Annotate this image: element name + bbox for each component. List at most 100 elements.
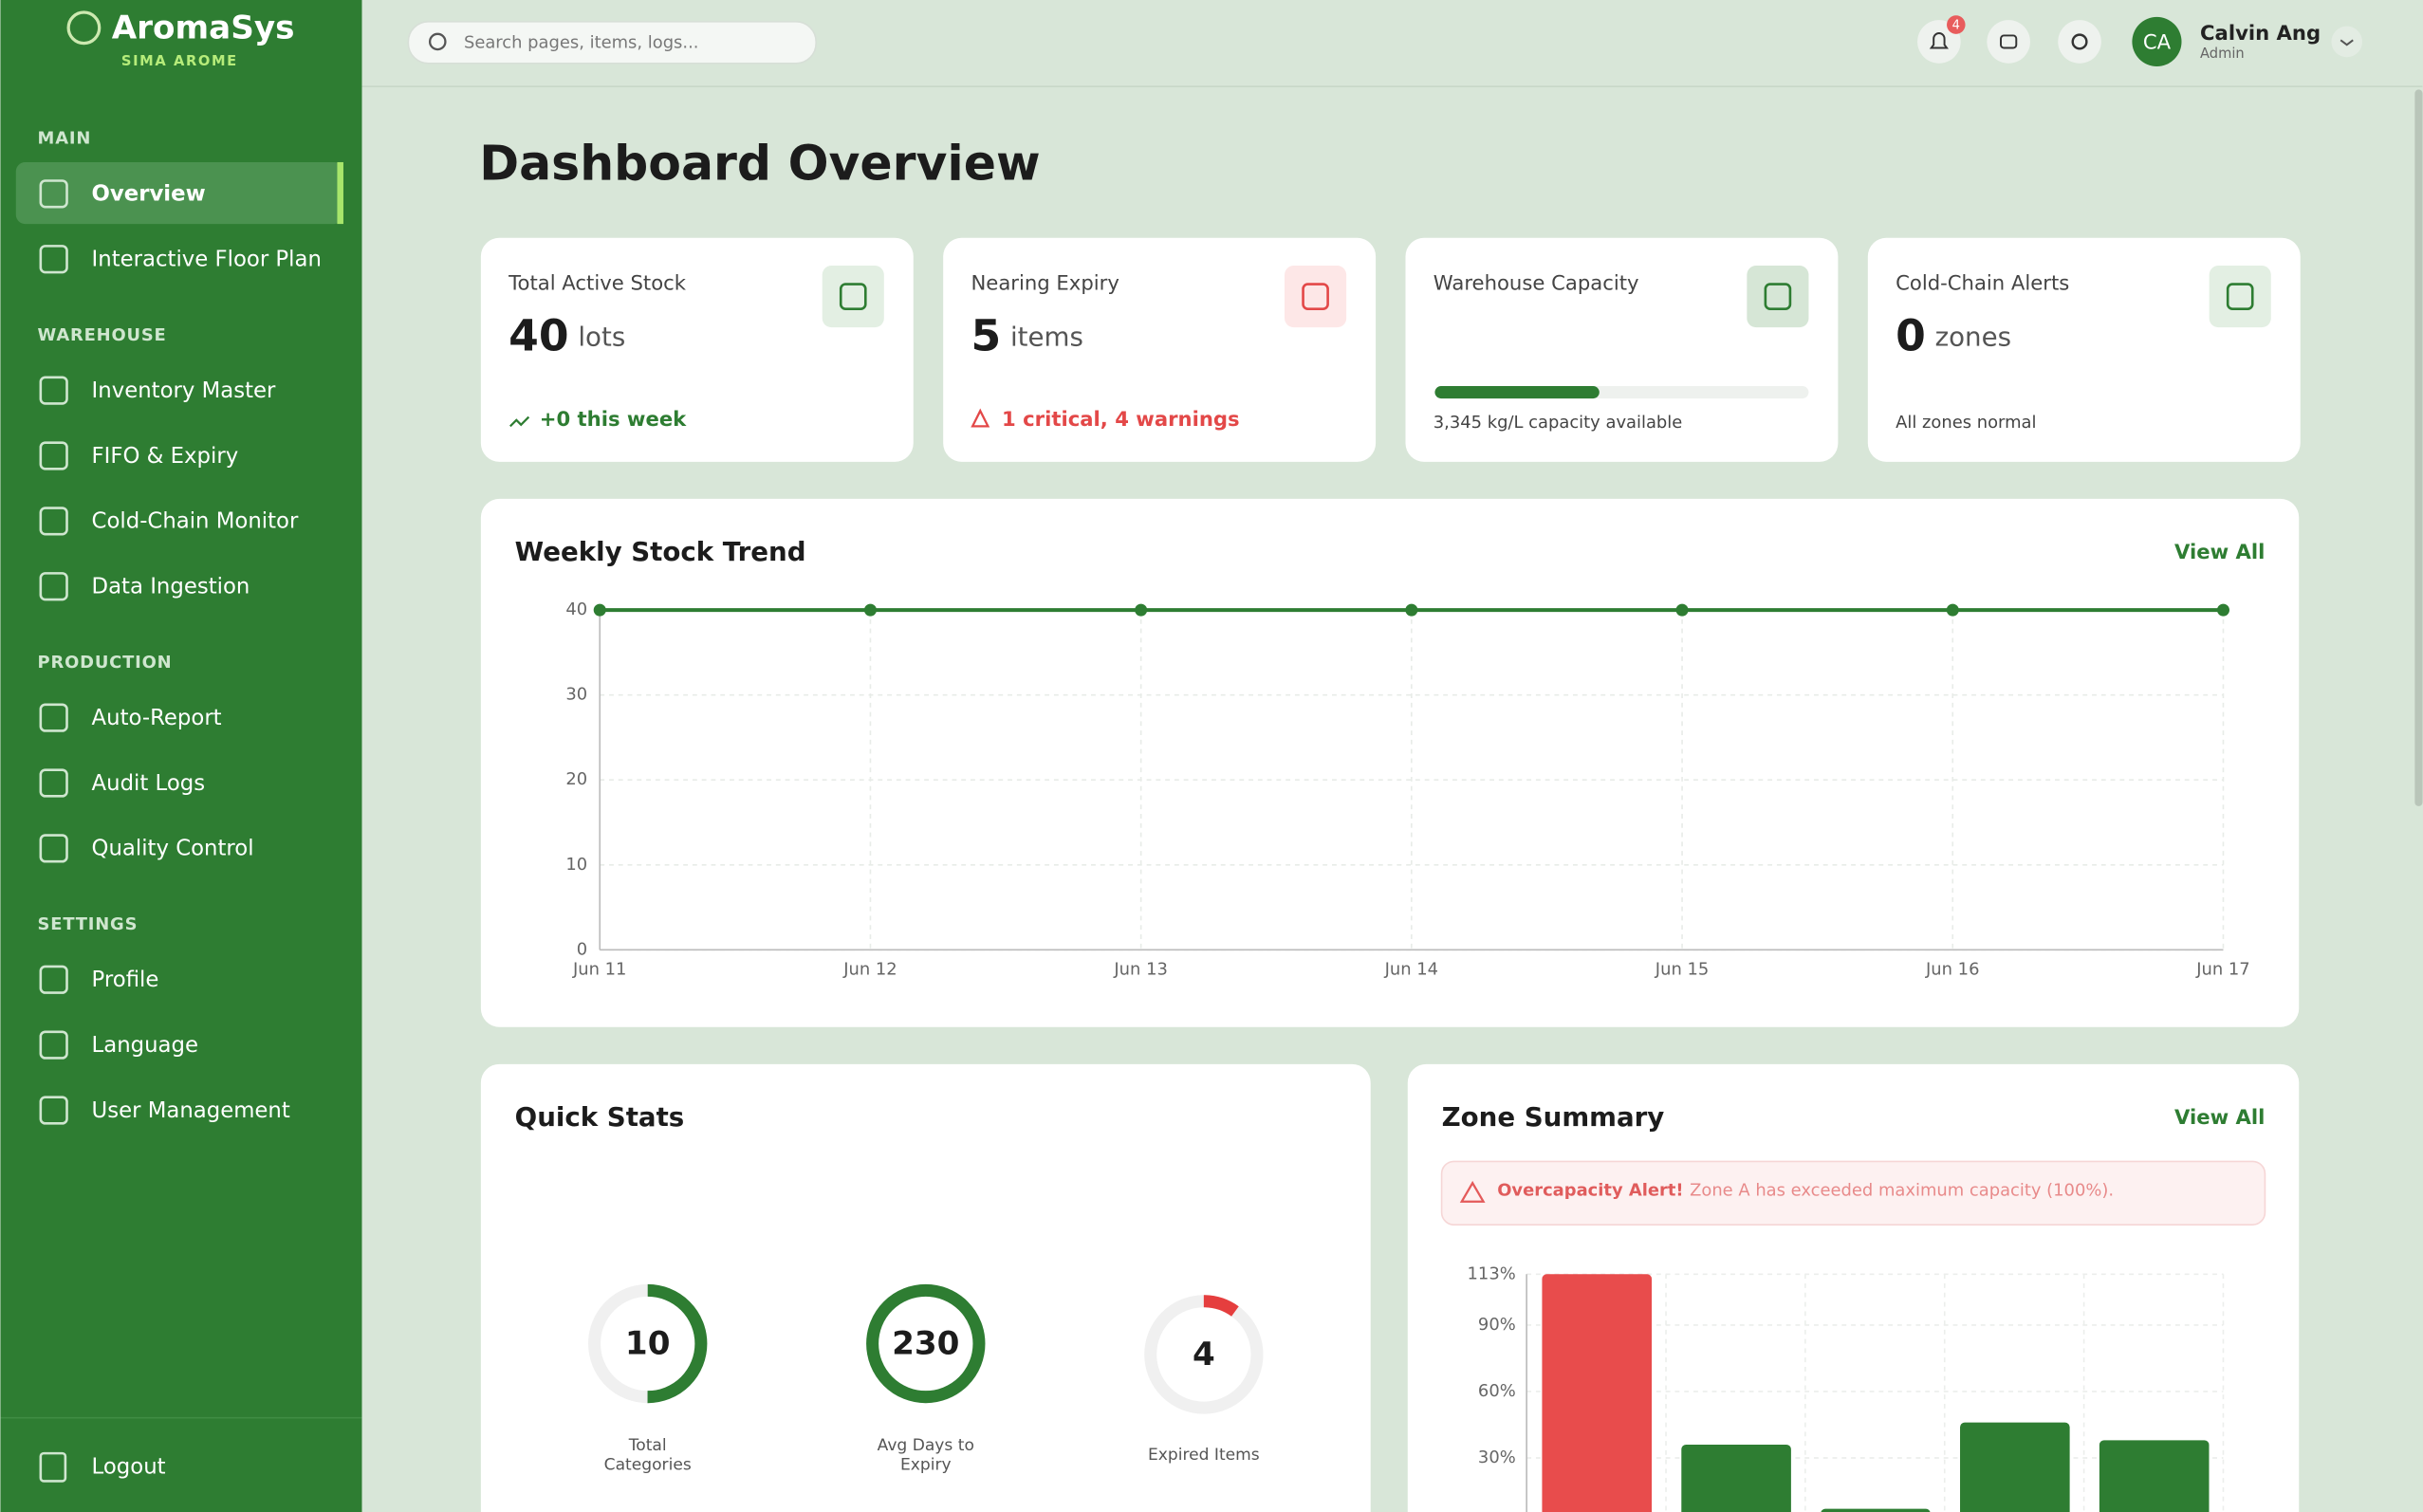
nav-active-bar [337,161,343,225]
point [2216,603,2229,617]
search-placeholder: Search pages, items, logs... [464,33,699,53]
kpi-footer: All zones normal [1896,413,2036,433]
point [1135,603,1148,617]
stat-label-line: Categories [604,1455,692,1474]
nav-item[interactable]: Data Ingestion [92,575,250,599]
y-tick-label: 0 [577,939,587,959]
kpi-unit: zones [1935,322,2011,353]
user-menu[interactable] [2331,26,2363,58]
nav-item[interactable]: Language [92,1033,198,1058]
kpi-number: 5 [971,310,1001,360]
avatar[interactable] [2132,16,2182,67]
stat-label: Expired Items [1148,1446,1260,1465]
kpi-icon-bg [1285,266,1347,328]
point [593,603,606,617]
logout[interactable]: Logout [92,1454,166,1479]
nav-item[interactable]: Profile [92,968,159,992]
nav-section: WAREHOUSE [38,325,167,345]
kpi-icon [1764,283,1792,310]
kpi-card [480,237,914,462]
user-role: Admin [2200,46,2245,62]
card-title: Quick Stats [515,1101,685,1133]
y-tick-label: 20 [565,769,587,789]
kpi-icon [2226,283,2254,310]
kpis: Total Active Stock 40 lots +0 this week Near… [480,237,2301,462]
kpi-value: 0 zones [1896,310,2011,360]
x-tick-label: Jun 15 [1655,960,1709,980]
x-tick-label: Jun 13 [1113,960,1167,980]
page-title: Dashboard Overview [479,135,1040,191]
ring-progress [588,1283,708,1404]
trend-chart: 0 10 20 30 40 Jun 11 Jun 12 Jun 13 Jun 14 Jun 15 J… [565,599,2249,979]
notification-badge [1947,15,1966,34]
brand-tagline: SIMA AROME [121,53,238,69]
notification-count: 4 [1952,18,1960,32]
nav-section: MAIN [38,129,92,149]
search-box[interactable] [407,20,817,65]
bot-button[interactable] [1987,20,2030,64]
alert-title: Overcapacity Alert! [1497,1180,1683,1200]
trend-card [480,498,2300,1027]
point [1675,603,1689,617]
nav-section: SETTINGS [38,914,139,934]
nav-item[interactable]: Cold-Chain Monitor [92,509,299,534]
y-tick-label: 60% [1478,1381,1516,1401]
nav-icon [39,965,68,994]
view-all[interactable]: View All [2174,1105,2265,1129]
user-name: Calvin Ang [2200,21,2321,45]
point [863,603,877,617]
search-icon [428,32,447,51]
avatar-initials: CA [2143,30,2172,54]
view-all[interactable]: View All [2174,540,2265,563]
y-tick-label: 30% [1478,1447,1516,1467]
bar [1681,1444,1791,1512]
settings-button[interactable] [2058,20,2101,64]
kpi-title: Total Active Stock [508,271,687,295]
nav-icon [39,376,68,405]
y-tick-label: 113% [1468,1263,1516,1283]
ring-progress [866,1283,986,1404]
kpi-icon [1302,283,1329,310]
nav-icon [39,507,68,536]
bar [1960,1422,2070,1512]
kpi-icon [839,283,867,310]
stat-label-line: Expiry [900,1455,952,1474]
x-tick-label: Jun 12 [842,960,897,980]
stat-label: Avg Days to Expiry [878,1436,974,1474]
nav-item[interactable]: FIFO & Expiry [92,444,239,469]
stat-value: 230 [892,1325,959,1363]
bar [2099,1440,2210,1512]
quick-stats: 10 Total Categories 230 Avg Days to Expiry 4 Ex… [588,1283,1264,1474]
zone-chart: 30% 60% 90% 113% [1468,1263,2225,1512]
logout-icon [39,1451,67,1483]
sidebar [0,0,362,1512]
kpi-number: 40 [509,310,568,360]
nav-item[interactable]: Audit Logs [92,771,206,796]
kpi-card [943,237,1377,462]
kpi-value: 5 items [971,310,1082,360]
bar [1542,1274,1653,1512]
nav-item[interactable]: User Management [92,1098,290,1123]
x-tick-label: Jun 17 [2195,960,2249,980]
kpi-icon-bg [1747,266,1809,328]
nav-icon [39,834,68,863]
stat-label: Total Categories [604,1436,692,1474]
nav-item[interactable]: Overview [92,182,206,207]
x-tick-label: Jun 14 [1384,960,1438,980]
card-title: Zone Summary [1442,1101,1665,1133]
kpi-card [1405,237,1839,462]
nav-item[interactable]: Auto-Report [92,706,222,730]
kpi-footer: 3,345 kg/L capacity available [1433,413,1682,433]
stat-value: 4 [1193,1336,1215,1374]
nav-item[interactable]: Quality Control [92,837,254,861]
kpi-title: Cold-Chain Alerts [1896,271,2069,295]
nav-item[interactable]: Interactive Floor Plan [92,248,322,272]
nav-icon [39,1096,68,1125]
x-tick-label: Jun 16 [1925,960,1979,980]
y-tick-label: 10 [565,855,587,875]
nav-icon [39,572,68,601]
point [1405,603,1418,617]
brand-logo [66,10,102,46]
nav-item[interactable]: Inventory Master [92,378,276,403]
